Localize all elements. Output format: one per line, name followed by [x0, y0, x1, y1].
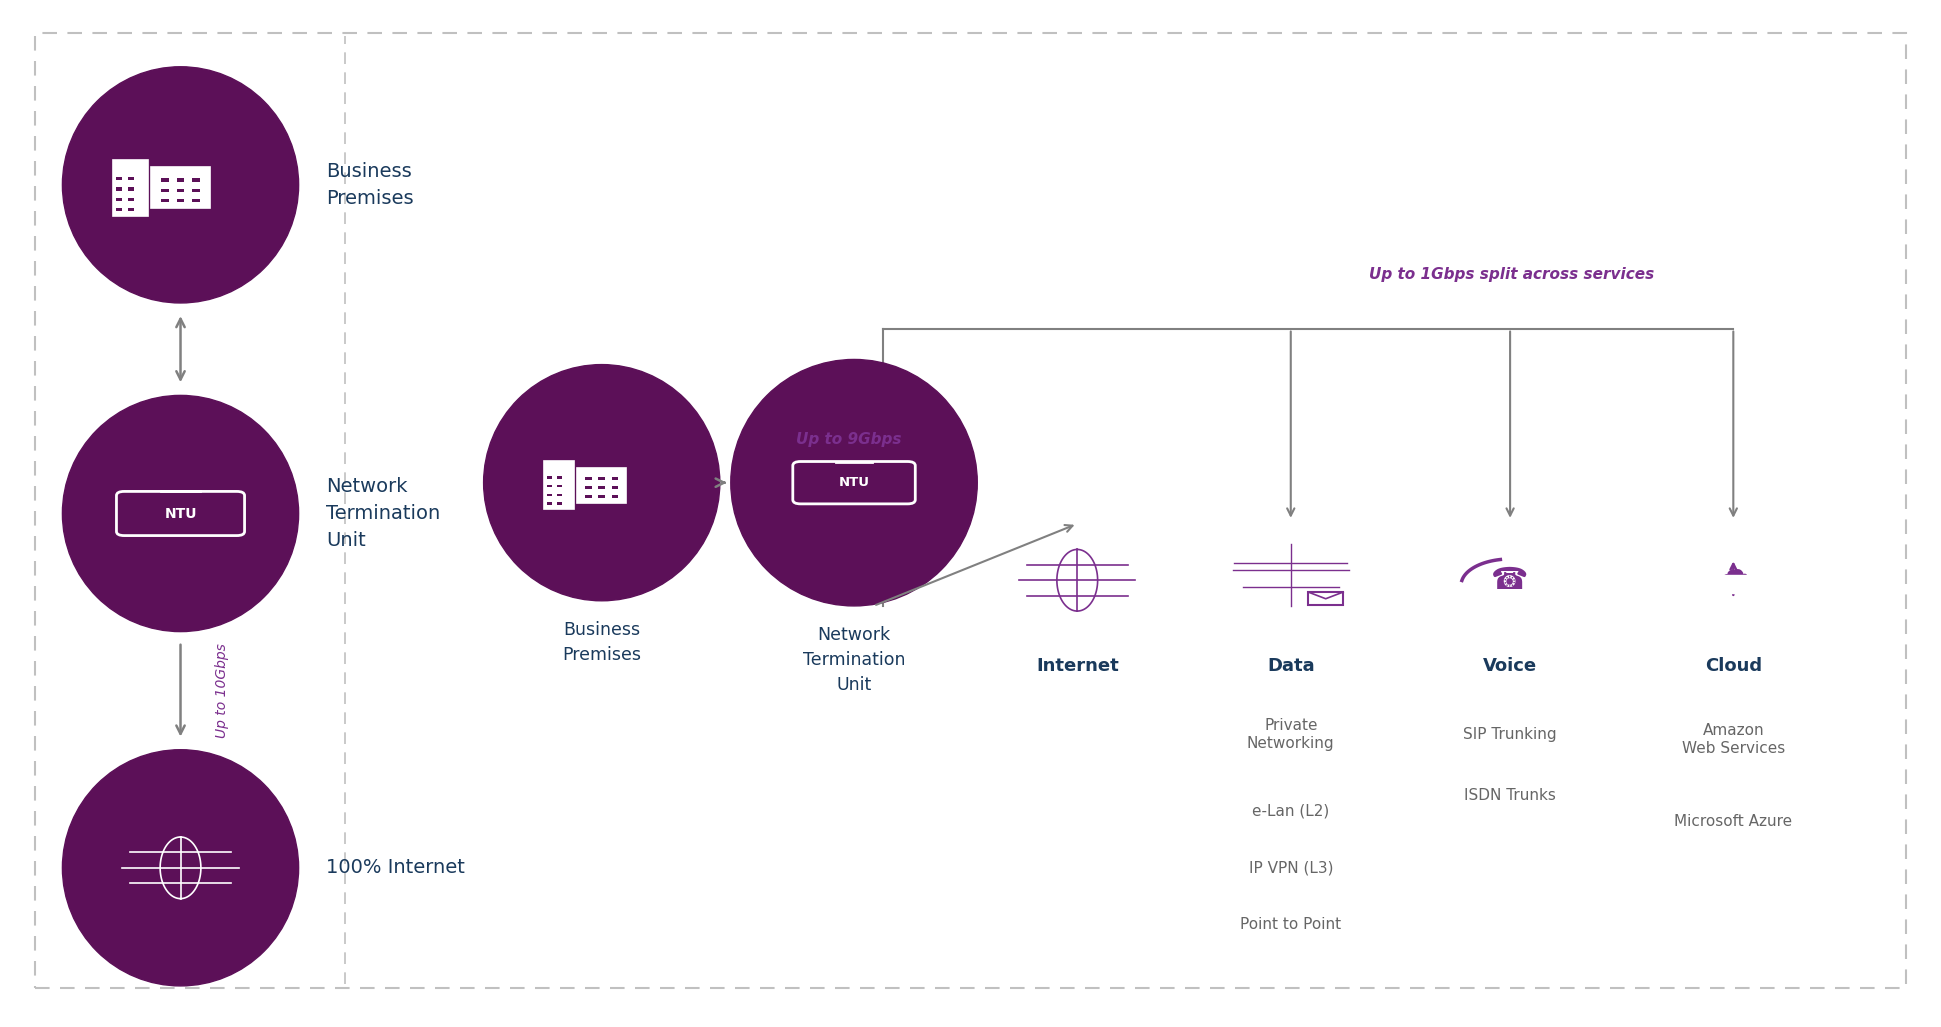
Text: Business
Premises: Business Premises	[563, 621, 641, 664]
Text: 100% Internet: 100% Internet	[326, 859, 466, 877]
Text: Up to 10Gbps: Up to 10Gbps	[215, 643, 229, 738]
FancyBboxPatch shape	[116, 187, 122, 191]
FancyBboxPatch shape	[557, 494, 563, 496]
FancyBboxPatch shape	[543, 461, 575, 509]
FancyBboxPatch shape	[584, 495, 592, 497]
Text: IP VPN (L3): IP VPN (L3)	[1248, 861, 1333, 875]
FancyBboxPatch shape	[116, 492, 245, 536]
Text: SIP Trunking: SIP Trunking	[1464, 727, 1557, 741]
Text: Point to Point: Point to Point	[1240, 917, 1341, 931]
FancyBboxPatch shape	[192, 179, 200, 182]
FancyBboxPatch shape	[192, 189, 200, 192]
FancyBboxPatch shape	[192, 199, 200, 202]
FancyBboxPatch shape	[161, 189, 169, 192]
FancyBboxPatch shape	[151, 167, 210, 208]
FancyBboxPatch shape	[128, 177, 134, 181]
FancyBboxPatch shape	[576, 468, 627, 503]
Text: Amazon
Web Services: Amazon Web Services	[1681, 723, 1786, 756]
FancyBboxPatch shape	[116, 177, 122, 181]
FancyBboxPatch shape	[598, 486, 606, 489]
Ellipse shape	[732, 359, 976, 606]
Text: Cloud: Cloud	[1704, 657, 1762, 676]
FancyBboxPatch shape	[1308, 592, 1343, 606]
FancyBboxPatch shape	[161, 199, 169, 202]
Text: Microsoft Azure: Microsoft Azure	[1675, 814, 1792, 829]
Ellipse shape	[62, 395, 299, 632]
Text: NTU: NTU	[165, 506, 196, 521]
Text: e-Lan (L2): e-Lan (L2)	[1252, 804, 1330, 819]
Text: Private
Networking: Private Networking	[1246, 718, 1335, 751]
Text: Up to 1Gbps split across services: Up to 1Gbps split across services	[1370, 267, 1654, 282]
Ellipse shape	[483, 365, 720, 601]
Text: ISDN Trunks: ISDN Trunks	[1464, 789, 1557, 803]
FancyBboxPatch shape	[113, 159, 148, 216]
FancyBboxPatch shape	[598, 478, 606, 480]
Text: Network
Termination
Unit: Network Termination Unit	[326, 478, 441, 549]
FancyBboxPatch shape	[584, 478, 592, 480]
FancyBboxPatch shape	[177, 189, 184, 192]
Text: ☁: ☁	[1716, 555, 1751, 588]
FancyBboxPatch shape	[128, 207, 134, 212]
FancyBboxPatch shape	[116, 207, 122, 212]
FancyBboxPatch shape	[584, 486, 592, 489]
Text: Up to 9Gbps: Up to 9Gbps	[796, 431, 901, 447]
FancyBboxPatch shape	[611, 486, 617, 489]
Text: Internet: Internet	[1036, 657, 1118, 676]
FancyBboxPatch shape	[547, 494, 553, 496]
FancyBboxPatch shape	[177, 179, 184, 182]
FancyBboxPatch shape	[128, 197, 134, 201]
FancyBboxPatch shape	[598, 495, 606, 497]
Text: Voice: Voice	[1483, 657, 1537, 676]
FancyBboxPatch shape	[557, 477, 563, 479]
FancyBboxPatch shape	[557, 502, 563, 505]
Text: Business
Premises: Business Premises	[326, 162, 413, 207]
Text: Network
Termination
Unit: Network Termination Unit	[804, 626, 905, 694]
FancyBboxPatch shape	[116, 197, 122, 201]
FancyBboxPatch shape	[611, 495, 617, 497]
Text: NTU: NTU	[839, 477, 870, 489]
Ellipse shape	[62, 750, 299, 986]
Text: ☎: ☎	[1491, 566, 1530, 595]
FancyBboxPatch shape	[557, 485, 563, 488]
FancyBboxPatch shape	[792, 461, 916, 504]
FancyBboxPatch shape	[547, 477, 553, 479]
FancyBboxPatch shape	[611, 478, 617, 480]
FancyBboxPatch shape	[128, 187, 134, 191]
FancyBboxPatch shape	[547, 502, 553, 505]
FancyBboxPatch shape	[177, 199, 184, 202]
FancyBboxPatch shape	[547, 485, 553, 488]
Ellipse shape	[62, 67, 299, 303]
Text: Data: Data	[1267, 657, 1314, 676]
FancyBboxPatch shape	[161, 179, 169, 182]
